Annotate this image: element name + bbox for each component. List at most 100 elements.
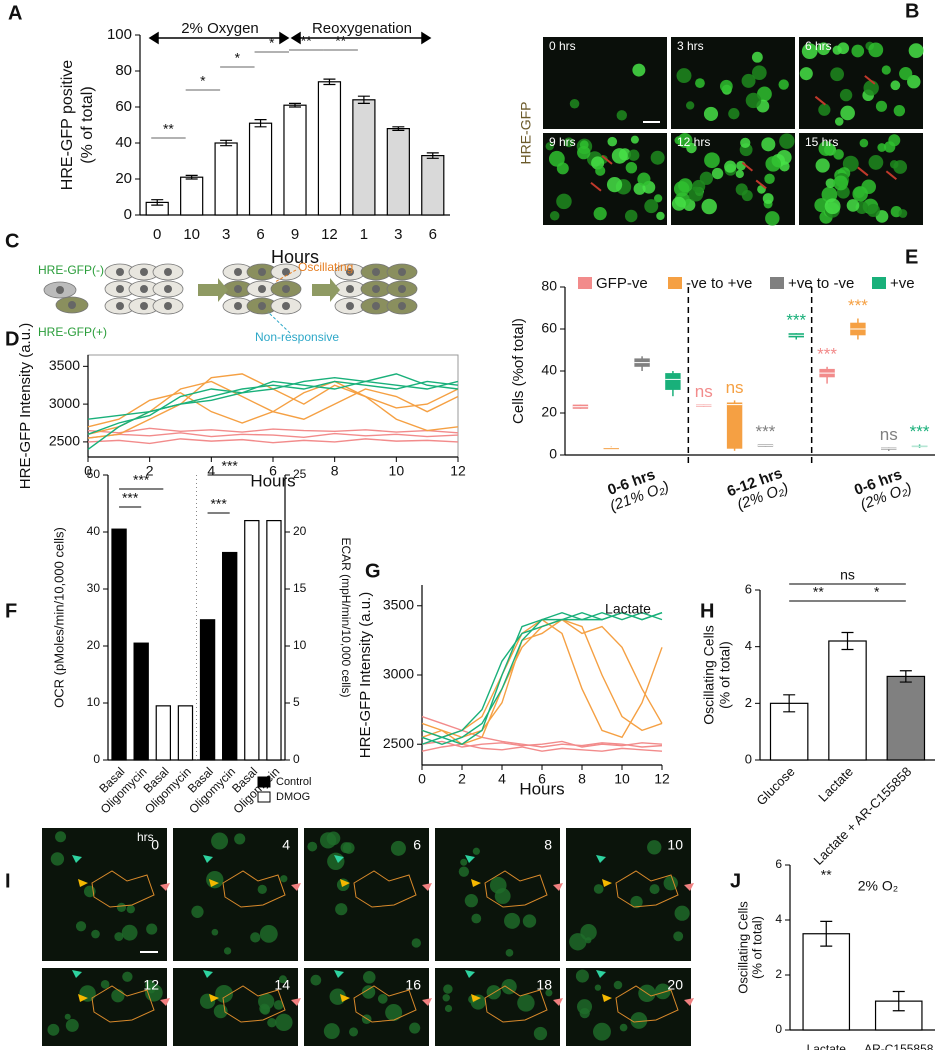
legend-label: +ve to -ve bbox=[788, 275, 854, 292]
y-tick-label: 6 bbox=[745, 581, 752, 596]
marker bbox=[78, 994, 88, 1002]
y-tick-label: 60 bbox=[541, 320, 557, 336]
y-tick-label: 0 bbox=[745, 751, 752, 766]
arrow bbox=[885, 170, 897, 181]
marker bbox=[203, 855, 213, 863]
cell bbox=[275, 1013, 293, 1032]
cell bbox=[824, 198, 841, 215]
y-tick-label: 4 bbox=[775, 912, 782, 926]
cell bbox=[832, 45, 842, 55]
y-axis-label: Cells (%of total) bbox=[510, 318, 527, 424]
y2-axis-label: ECAR (mpH/min/10,000 cells) bbox=[339, 537, 353, 697]
panel-label: I bbox=[5, 870, 11, 892]
cell bbox=[676, 68, 692, 84]
phase-arrow bbox=[148, 31, 290, 45]
panel-label: D bbox=[5, 328, 19, 350]
cell-outline bbox=[353, 985, 417, 1023]
cell bbox=[65, 1018, 79, 1032]
y2-tick-label: 15 bbox=[293, 581, 307, 595]
x-tick-label: 1 bbox=[360, 226, 368, 243]
cell bbox=[213, 1004, 228, 1019]
y-tick-label: 4 bbox=[745, 638, 752, 653]
cell bbox=[678, 178, 693, 193]
cell bbox=[711, 167, 724, 180]
annotation: *** bbox=[210, 496, 227, 512]
panel-label: A bbox=[8, 2, 22, 24]
arrow bbox=[755, 179, 767, 190]
cell bbox=[881, 65, 891, 75]
cell bbox=[761, 137, 776, 152]
legend-swatch bbox=[578, 277, 592, 289]
nucleus bbox=[116, 268, 124, 276]
cell bbox=[833, 175, 849, 191]
cell bbox=[630, 895, 643, 909]
y-tick-label: 10 bbox=[87, 695, 101, 709]
error-bar bbox=[185, 174, 198, 180]
trace bbox=[421, 618, 663, 746]
marker bbox=[203, 970, 213, 978]
frame-time: 8 bbox=[544, 837, 552, 853]
error-bar bbox=[254, 119, 267, 128]
cell bbox=[501, 979, 517, 995]
cell bbox=[607, 136, 618, 147]
marker bbox=[340, 994, 350, 1002]
nucleus bbox=[258, 268, 266, 276]
cell bbox=[695, 78, 705, 89]
pointer bbox=[267, 311, 291, 334]
legend-swatch bbox=[872, 277, 886, 289]
x-axis-label: Hours bbox=[250, 471, 295, 490]
cell bbox=[762, 193, 774, 204]
nucleus bbox=[140, 268, 148, 276]
cell bbox=[593, 884, 604, 894]
pointer bbox=[274, 269, 297, 283]
bar bbox=[317, 81, 342, 216]
frame-time: 6 bbox=[413, 837, 421, 853]
y-tick-label: 3000 bbox=[383, 666, 414, 682]
x-tick-label: 3 bbox=[394, 226, 402, 243]
process-arrow bbox=[312, 278, 340, 302]
y-tick-label: 3500 bbox=[49, 357, 80, 373]
marker bbox=[340, 879, 350, 887]
x-axis-label: Hours bbox=[271, 247, 319, 267]
significance: *** bbox=[786, 311, 806, 330]
x-tick-label: 10 bbox=[389, 463, 405, 479]
cell bbox=[719, 79, 733, 93]
x-tick-label: 2 bbox=[146, 463, 154, 479]
cell bbox=[411, 938, 421, 948]
frame-time: 18 bbox=[536, 977, 552, 993]
y-axis-label: HRE-GFP positive bbox=[59, 60, 76, 191]
cell bbox=[211, 832, 229, 850]
nucleus bbox=[398, 268, 406, 276]
cell bbox=[883, 141, 896, 153]
cell bbox=[267, 1017, 277, 1028]
y-tick-label: 2500 bbox=[383, 735, 414, 751]
marker bbox=[422, 998, 432, 1006]
significance: *** bbox=[817, 344, 837, 363]
panel-label: C bbox=[5, 230, 19, 252]
marker bbox=[334, 970, 344, 978]
x-tick-label: 8 bbox=[578, 771, 586, 787]
cell bbox=[505, 949, 514, 957]
y-axis-label: HRE-GFP Intensity (a.u.) bbox=[17, 323, 34, 489]
cell bbox=[211, 928, 219, 936]
error-bar bbox=[426, 152, 439, 159]
annotation: *** bbox=[133, 472, 150, 488]
legend-label: Control bbox=[276, 776, 311, 788]
y-tick-label: 6 bbox=[775, 857, 782, 871]
cell bbox=[50, 852, 65, 866]
cell bbox=[146, 923, 158, 935]
marker bbox=[471, 994, 481, 1002]
y-tick-label: 2 bbox=[745, 695, 752, 710]
cell bbox=[647, 840, 662, 855]
cell bbox=[701, 198, 717, 215]
nucleus bbox=[234, 285, 242, 293]
cell bbox=[736, 160, 746, 171]
marker bbox=[465, 970, 475, 978]
nucleus bbox=[164, 302, 172, 310]
cell bbox=[563, 137, 574, 148]
x-tick-label: 10 bbox=[614, 771, 630, 787]
micrograph bbox=[42, 828, 167, 961]
cell bbox=[757, 86, 772, 102]
cell bbox=[817, 42, 831, 56]
y-axis-label: OCR (pMoles/min/10,000 cells) bbox=[51, 527, 66, 708]
